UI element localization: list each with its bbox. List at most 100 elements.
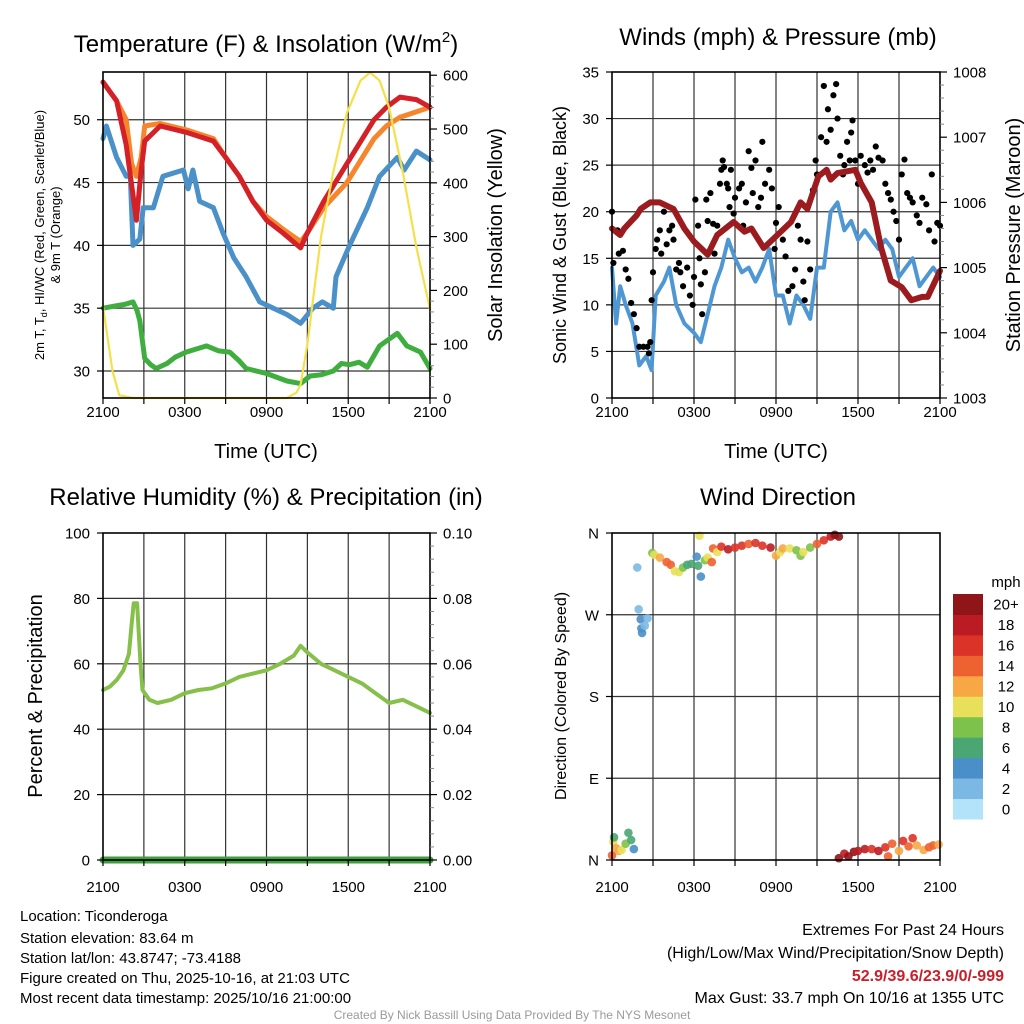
- gust-point: [923, 201, 930, 208]
- direction-point: [834, 532, 844, 541]
- x-tick-label: 1500: [841, 879, 874, 896]
- gust-point: [745, 148, 752, 155]
- temperature-chart: 2100 0300 0900 1500 210030354045500100200300…: [73, 68, 468, 421]
- y-left-tick-label: 80: [73, 591, 90, 608]
- gust-point: [707, 189, 714, 197]
- y-right-tick-label: 1004: [953, 325, 986, 342]
- colorbar-label: 10: [998, 699, 1015, 716]
- gust-point: [794, 222, 801, 229]
- gust-point: [766, 166, 773, 173]
- gust-point: [689, 301, 696, 308]
- direction-point: [686, 559, 696, 569]
- gust-point: [812, 157, 819, 164]
- colorbar-label: 18: [998, 617, 1015, 634]
- gust-point: [916, 219, 923, 226]
- y-left-tick-label: 25: [582, 158, 599, 175]
- x-tick-label: 2100: [86, 404, 119, 421]
- y-right-tick-label: 1008: [953, 65, 986, 82]
- gust-point: [695, 222, 702, 229]
- y-right-tick-label: 400: [443, 175, 468, 192]
- gust-point: [827, 126, 834, 133]
- gust-point: [677, 269, 684, 276]
- colorbar-swatch: [953, 716, 983, 738]
- y-left-tick-label: E: [589, 771, 599, 788]
- gust-point: [901, 156, 908, 163]
- figure-created: Figure created on Thu, 2025-10-16, at 21…: [20, 970, 350, 987]
- gust-point: [913, 212, 920, 219]
- direction-chart: 2100 0300 0900 1500 2100 N E S W N: [585, 526, 957, 897]
- y-left-tick-label: 40: [73, 722, 90, 739]
- gust-point: [861, 162, 868, 169]
- colorbar-label: 8: [1002, 719, 1010, 736]
- direction-point: [693, 561, 703, 570]
- gust-point: [660, 208, 668, 215]
- y-right-tick-label: 1006: [953, 195, 986, 212]
- x-tick-label: 0900: [759, 879, 792, 896]
- direction-point: [751, 538, 760, 548]
- extremes-heading: Extremes For Past 24 Hours: [802, 922, 1004, 939]
- gust-point: [727, 166, 735, 173]
- y-right-tick-label: 0.08: [443, 591, 472, 608]
- gust-point: [864, 169, 871, 176]
- y-left-tick-label: 30: [582, 111, 599, 128]
- direction-point: [637, 628, 647, 638]
- gust-point: [726, 203, 733, 211]
- x-tick-label: 2100: [413, 879, 446, 896]
- gust-point: [644, 343, 651, 350]
- gust-point: [904, 189, 911, 197]
- colorbar-label: 0: [1002, 801, 1010, 818]
- gust-point: [884, 189, 892, 197]
- gust-point: [648, 297, 655, 304]
- gust-point: [837, 152, 844, 159]
- gust-point: [757, 194, 765, 201]
- y-left-tick-label: 0: [591, 391, 599, 408]
- gust-point: [714, 222, 721, 229]
- gust-point: [843, 138, 851, 145]
- direction-point: [707, 557, 717, 567]
- gust-point: [848, 129, 855, 136]
- y-right-tick-label: 0: [443, 391, 451, 408]
- direction-grid: [612, 533, 940, 860]
- y-right-tick-label: 1007: [953, 130, 986, 147]
- temperature-y-axis-label-line2: & 9m T (Orange): [48, 186, 63, 283]
- direction-point: [934, 840, 943, 849]
- gust-point: [731, 194, 739, 201]
- direction-point: [617, 845, 626, 855]
- direction-point: [624, 828, 633, 838]
- y-left-tick-label: 60: [73, 656, 90, 673]
- gust-point: [696, 255, 703, 262]
- station-elevation: Station elevation: 83.64 m: [20, 930, 193, 947]
- direction-point: [778, 544, 788, 553]
- y-left-tick-label: 15: [582, 251, 599, 268]
- y-left-tick-label: N: [588, 853, 599, 870]
- x-tick-label: 2100: [595, 404, 628, 421]
- humidity-chart: 2100 0300 0900 1500 2100 0 20 40 60 80 100 0.00 0.02…: [65, 526, 472, 897]
- gust-point: [820, 82, 827, 90]
- x-tick-label: 0900: [759, 404, 792, 421]
- direction-points: [607, 530, 943, 863]
- extremes-subheading: (High/Low/Max Wind/Precipitation/Snow De…: [667, 945, 1004, 962]
- x-tick-label: 0300: [168, 404, 201, 421]
- direction-point: [894, 846, 904, 856]
- y-left-tick-label: 10: [582, 297, 599, 314]
- gust-point: [775, 203, 782, 211]
- x-tick-label: 2100: [595, 879, 628, 896]
- gust-point: [670, 236, 677, 243]
- y-left-tick-label: S: [589, 689, 599, 706]
- sonic-wind-blue-line: [610, 200, 942, 373]
- gust-point: [716, 180, 724, 187]
- gust-point: [893, 217, 900, 225]
- gust-point: [792, 266, 799, 273]
- direction-point: [867, 844, 876, 854]
- max-gust: Max Gust: 33.7 mph On 10/16 at 1355 UTC: [695, 990, 1005, 1007]
- direction-point: [692, 552, 702, 561]
- gust-point: [834, 115, 841, 122]
- y-right-tick-label: 0.06: [443, 656, 472, 673]
- humidity-y-axis-label: Percent & Precipitation: [25, 594, 47, 797]
- direction-point: [696, 572, 706, 581]
- gust-point: [823, 138, 830, 145]
- colorbar-label: 4: [1002, 760, 1010, 777]
- direction-point: [655, 553, 665, 562]
- gust-point: [898, 171, 905, 178]
